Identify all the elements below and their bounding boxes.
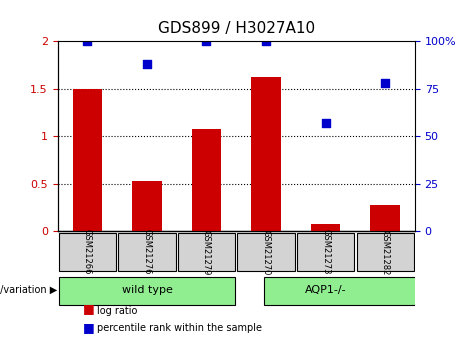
Point bbox=[381, 80, 389, 86]
Point bbox=[322, 120, 329, 126]
FancyBboxPatch shape bbox=[118, 233, 176, 271]
Title: GDS899 / H3027A10: GDS899 / H3027A10 bbox=[158, 21, 315, 36]
Text: wild type: wild type bbox=[122, 285, 172, 295]
Bar bbox=[311, 224, 341, 231]
Bar bbox=[192, 129, 221, 231]
Text: GSM21282: GSM21282 bbox=[381, 229, 390, 275]
FancyBboxPatch shape bbox=[59, 233, 116, 271]
Text: GSM21279: GSM21279 bbox=[202, 229, 211, 275]
Point bbox=[262, 39, 270, 44]
Bar bbox=[251, 77, 281, 231]
Text: genotype/variation ▶: genotype/variation ▶ bbox=[0, 285, 58, 295]
Text: log ratio: log ratio bbox=[97, 306, 137, 316]
Text: GSM21273: GSM21273 bbox=[321, 229, 330, 275]
Text: GSM21266: GSM21266 bbox=[83, 229, 92, 275]
Text: ■: ■ bbox=[83, 302, 95, 315]
Bar bbox=[370, 205, 400, 231]
FancyBboxPatch shape bbox=[297, 233, 354, 271]
FancyBboxPatch shape bbox=[356, 233, 414, 271]
Point bbox=[143, 61, 151, 67]
FancyBboxPatch shape bbox=[264, 277, 442, 305]
Text: percentile rank within the sample: percentile rank within the sample bbox=[97, 323, 262, 333]
Text: ■: ■ bbox=[83, 321, 95, 334]
Point bbox=[84, 39, 91, 44]
FancyBboxPatch shape bbox=[59, 277, 235, 305]
FancyBboxPatch shape bbox=[178, 233, 235, 271]
Point bbox=[203, 39, 210, 44]
Bar bbox=[72, 89, 102, 231]
Text: AQP1-/-: AQP1-/- bbox=[305, 285, 346, 295]
Bar bbox=[132, 181, 162, 231]
Text: GSM21270: GSM21270 bbox=[261, 229, 271, 275]
FancyBboxPatch shape bbox=[237, 233, 295, 271]
Text: GSM21276: GSM21276 bbox=[142, 229, 152, 275]
